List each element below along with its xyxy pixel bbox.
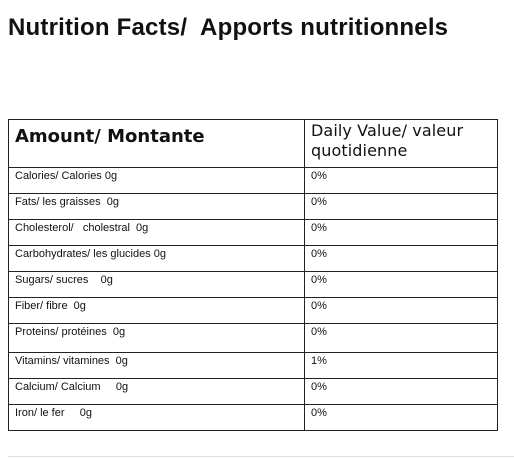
daily-value-cell: 0% bbox=[304, 404, 498, 431]
daily-value-cell: 0% bbox=[304, 378, 498, 405]
table-row: Calories/ Calories 0g 0% bbox=[8, 167, 498, 194]
daily-value-cell: 1% bbox=[304, 352, 498, 379]
amount-cell: Fats/ les graisses 0g bbox=[8, 193, 305, 220]
column-header-daily-value: Daily Value/ valeur quotidienne bbox=[304, 119, 498, 168]
amount-cell: Vitamins/ vitamines 0g bbox=[8, 352, 305, 379]
amount-cell: Fiber/ fibre 0g bbox=[8, 297, 305, 324]
amount-cell: Carbohydrates/ les glucides 0g bbox=[8, 245, 305, 272]
bottom-divider bbox=[8, 456, 514, 457]
table-row: Proteins/ protéines 0g 0% bbox=[8, 323, 498, 353]
page-title: Nutrition Facts/ Apports nutritionnels bbox=[8, 14, 449, 41]
table-row: Carbohydrates/ les glucides 0g 0% bbox=[8, 245, 498, 272]
table-row: Cholesterol/ cholestral 0g 0% bbox=[8, 219, 498, 246]
table-row: Vitamins/ vitamines 0g 1% bbox=[8, 352, 498, 379]
daily-value-cell: 0% bbox=[304, 297, 498, 324]
table-header-row: Amount/ Montante Daily Value/ valeur quo… bbox=[8, 119, 498, 168]
nutrition-facts-table: Amount/ Montante Daily Value/ valeur quo… bbox=[8, 119, 498, 431]
table-row: Iron/ le fer 0g 0% bbox=[8, 404, 498, 431]
daily-value-cell: 0% bbox=[304, 245, 498, 272]
table-row: Calcium/ Calcium 0g 0% bbox=[8, 378, 498, 405]
amount-cell: Calories/ Calories 0g bbox=[8, 167, 305, 194]
daily-value-cell: 0% bbox=[304, 167, 498, 194]
table-row: Fiber/ fibre 0g 0% bbox=[8, 297, 498, 324]
daily-value-cell: 0% bbox=[304, 193, 498, 220]
amount-cell: Iron/ le fer 0g bbox=[8, 404, 305, 431]
amount-cell: Proteins/ protéines 0g bbox=[8, 323, 305, 353]
daily-value-cell: 0% bbox=[304, 219, 498, 246]
amount-cell: Sugars/ sucres 0g bbox=[8, 271, 305, 298]
table-row: Fats/ les graisses 0g 0% bbox=[8, 193, 498, 220]
table-row: Sugars/ sucres 0g 0% bbox=[8, 271, 498, 298]
daily-value-cell: 0% bbox=[304, 271, 498, 298]
column-header-amount: Amount/ Montante bbox=[8, 119, 305, 168]
amount-cell: Cholesterol/ cholestral 0g bbox=[8, 219, 305, 246]
amount-cell: Calcium/ Calcium 0g bbox=[8, 378, 305, 405]
daily-value-cell: 0% bbox=[304, 323, 498, 353]
